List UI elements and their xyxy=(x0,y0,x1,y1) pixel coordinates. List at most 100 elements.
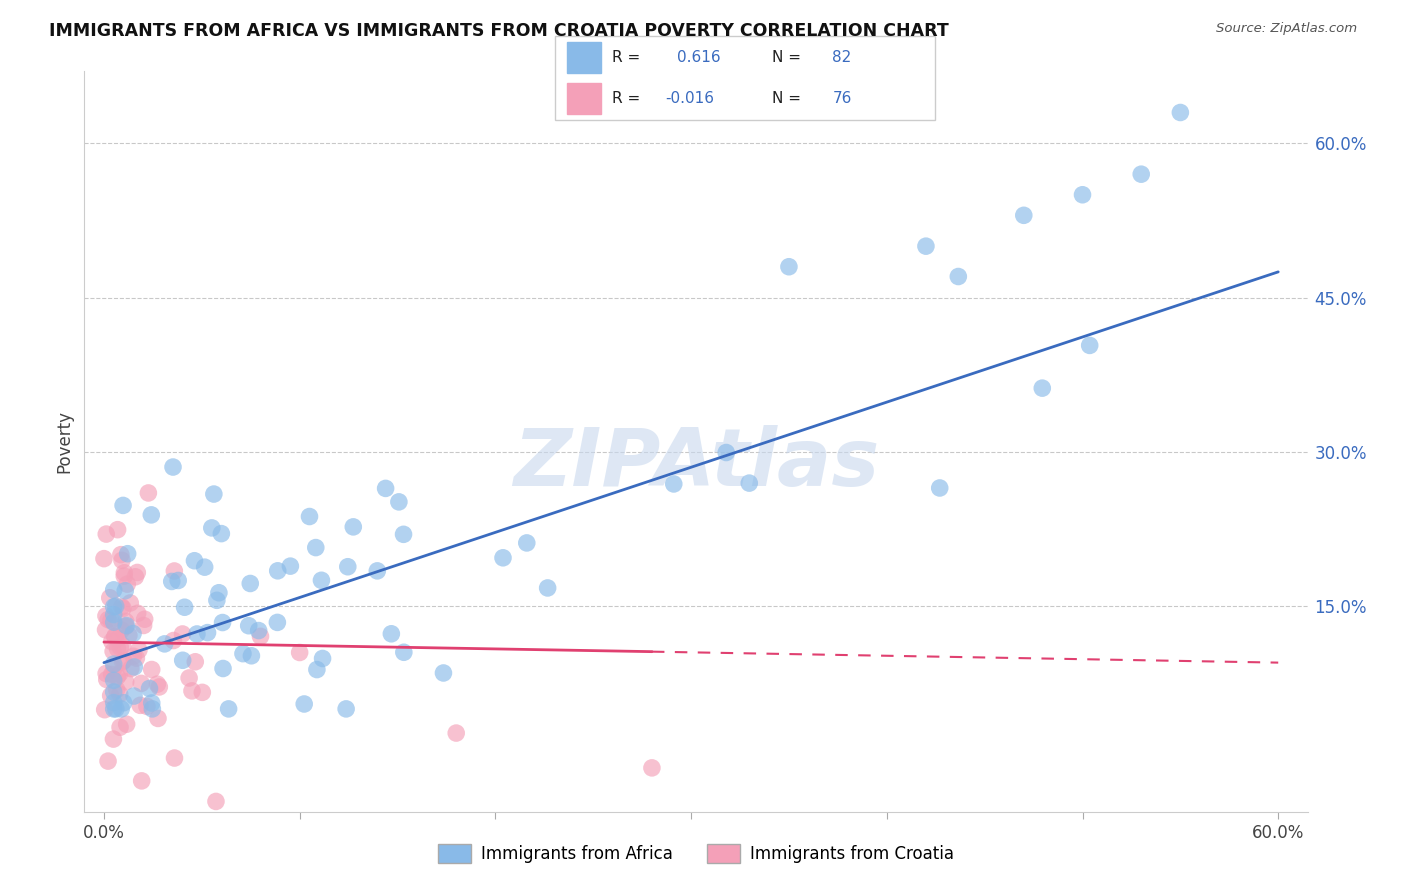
Point xyxy=(162,633,184,648)
Point xyxy=(112,696,135,710)
Point xyxy=(129,698,152,713)
Point xyxy=(103,607,125,622)
Point xyxy=(232,647,254,661)
Point xyxy=(305,663,328,677)
Point xyxy=(336,559,359,574)
Point xyxy=(100,614,122,628)
Bar xyxy=(567,83,600,113)
Point xyxy=(97,754,120,768)
Point xyxy=(211,615,233,630)
Point xyxy=(311,651,333,665)
Point xyxy=(134,612,156,626)
Point xyxy=(537,581,560,595)
Point xyxy=(105,682,128,697)
Point xyxy=(181,684,204,698)
Point xyxy=(111,639,134,653)
Point xyxy=(135,699,157,714)
Point xyxy=(239,576,262,591)
Point xyxy=(249,629,271,643)
Point xyxy=(311,574,333,588)
Point xyxy=(928,481,950,495)
Point xyxy=(444,726,467,740)
Point xyxy=(131,773,153,788)
Point xyxy=(111,623,134,637)
Point xyxy=(194,560,217,574)
Point xyxy=(292,697,315,711)
Point xyxy=(1078,338,1101,352)
Point xyxy=(335,702,357,716)
Text: N =: N = xyxy=(772,50,801,65)
Point xyxy=(105,670,128,684)
Point xyxy=(127,607,149,621)
Point xyxy=(110,702,132,716)
Point xyxy=(122,626,145,640)
Point xyxy=(146,711,169,725)
Point xyxy=(173,600,195,615)
Point xyxy=(266,615,288,630)
Point xyxy=(103,685,125,699)
Text: Source: ZipAtlas.com: Source: ZipAtlas.com xyxy=(1216,22,1357,36)
Point xyxy=(107,641,129,656)
Point xyxy=(208,586,231,600)
Point xyxy=(94,623,117,637)
Point xyxy=(641,761,664,775)
Point xyxy=(118,628,141,642)
Point xyxy=(1031,381,1053,395)
Point xyxy=(103,696,125,710)
Point xyxy=(112,654,135,668)
Point xyxy=(184,655,207,669)
Point xyxy=(108,666,131,681)
Point xyxy=(115,717,138,731)
Point xyxy=(110,640,132,654)
Point xyxy=(141,696,163,710)
Text: ZIPAtlas: ZIPAtlas xyxy=(513,425,879,503)
Point xyxy=(112,569,135,583)
Point xyxy=(432,665,454,680)
Point xyxy=(115,618,138,632)
Point xyxy=(240,648,263,663)
Point xyxy=(96,673,118,687)
Point xyxy=(205,794,228,808)
Text: -0.016: -0.016 xyxy=(665,91,714,106)
Point xyxy=(1170,105,1192,120)
Point xyxy=(101,644,124,658)
Point xyxy=(492,550,515,565)
Point xyxy=(662,477,685,491)
Point xyxy=(101,634,124,648)
Point xyxy=(247,624,270,638)
Point xyxy=(177,671,200,685)
Point xyxy=(114,615,136,629)
Point xyxy=(238,618,260,632)
Point xyxy=(138,486,160,500)
Point xyxy=(111,655,134,669)
Point xyxy=(366,564,388,578)
Point xyxy=(114,583,136,598)
Point xyxy=(342,520,364,534)
Point xyxy=(172,653,194,667)
Point xyxy=(738,476,761,491)
Point xyxy=(716,445,738,459)
Point xyxy=(94,666,117,681)
Text: R =: R = xyxy=(613,91,641,106)
Point xyxy=(141,702,163,716)
Point xyxy=(218,702,240,716)
Text: 82: 82 xyxy=(832,50,852,65)
Point xyxy=(103,673,125,688)
Point xyxy=(122,649,145,664)
Point xyxy=(392,645,415,659)
Point xyxy=(129,676,152,690)
Point xyxy=(108,720,131,734)
FancyBboxPatch shape xyxy=(555,36,935,120)
Point xyxy=(202,487,225,501)
Point xyxy=(374,482,396,496)
Point xyxy=(1130,167,1153,181)
Point xyxy=(124,660,146,674)
Point xyxy=(96,527,118,541)
Point xyxy=(141,663,163,677)
Point xyxy=(104,599,127,614)
Point xyxy=(98,591,121,605)
Point xyxy=(111,553,134,567)
Point xyxy=(163,751,186,765)
Point xyxy=(104,630,127,644)
Point xyxy=(114,619,136,633)
